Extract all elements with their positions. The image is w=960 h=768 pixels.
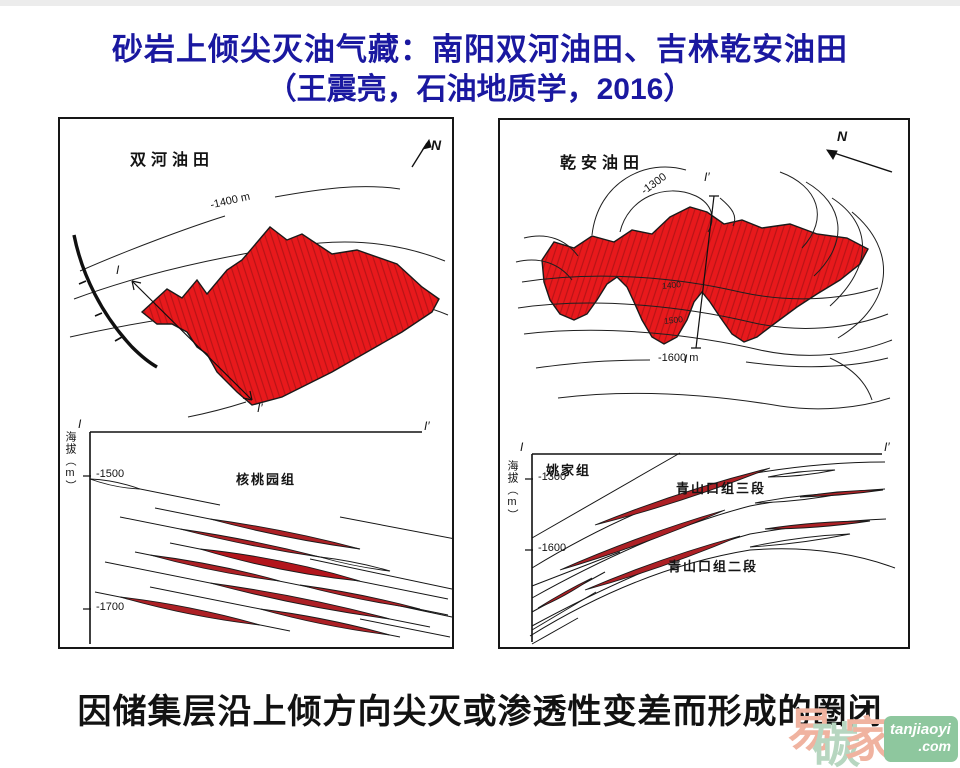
left-tick-1700: -1700: [96, 601, 125, 613]
shuanghe-map-panel: 双河油田 N -1400 m I I′ 海拔（m） I I′ -1500 -17…: [58, 117, 454, 649]
north-arrow: [411, 138, 432, 168]
right-tick-1300: -1300: [538, 471, 567, 483]
qianan-map-panel: 乾安油田 N -1300 I′ I 1400 1500 -1600 m 海拔（m…: [498, 118, 910, 649]
left-elevation-axis-label: 海拔（m）: [64, 431, 76, 492]
profile-sand-lenses: [89, 478, 421, 636]
fault-line: [72, 234, 158, 369]
slide-caption: 因储集层沿上倾方向尖灭或渗透性变差而形成的圈闭: [77, 694, 883, 731]
profile-frame: [525, 453, 882, 642]
section-line: [691, 195, 719, 349]
right-profile-end: I′: [884, 440, 890, 454]
left-profile-end: I′: [424, 419, 430, 433]
right-section-top: I′: [704, 170, 710, 184]
right-elevation-axis-label: 海拔（m）: [506, 460, 518, 521]
shuanghe-figure-art: [69, 138, 452, 644]
watermark-tld: .com: [918, 738, 951, 754]
slide-title-line2: （王震亮，石油地质学，2016）: [266, 73, 694, 106]
right-formation-yaojia: 姚家组: [546, 463, 592, 478]
watermark-char-tan: 碳: [812, 720, 861, 768]
profile-strata: [89, 478, 452, 638]
left-north-label: N: [431, 137, 442, 153]
north-arrow: [825, 149, 893, 173]
right-tick-1600: -1600: [538, 542, 567, 554]
oilfield-red-area: [140, 226, 440, 406]
watermark-char-yi: 易: [788, 704, 834, 756]
right-inner-contour-1400: 1400: [661, 279, 682, 291]
right-formation-qingshankou-3: 青山口组三段: [676, 481, 767, 496]
left-section-start: I: [116, 263, 120, 277]
left-profile-start: I: [78, 417, 82, 431]
left-tick-1500: -1500: [96, 468, 125, 480]
watermark: 易 碳 家 tanjiaoyi .com: [780, 700, 960, 768]
qianan-figure-art: [515, 149, 896, 645]
top-edge-strip: [0, 0, 960, 6]
right-contour-1600: -1600 m: [658, 352, 699, 364]
right-north-label: N: [837, 128, 848, 144]
right-section-bottom: I: [684, 352, 688, 366]
right-profile-start: I: [520, 440, 524, 454]
profile-frame: [83, 431, 422, 644]
left-section-end: I′: [257, 401, 263, 415]
left-field-name: 双河油田: [130, 152, 215, 169]
right-field-name: 乾安油田: [560, 155, 645, 172]
slide-title-line1: 砂岩上倾尖灭油气藏：南阳双河油田、吉林乾安油田: [112, 32, 848, 67]
right-formation-qingshankou-2: 青山口组二段: [668, 559, 759, 574]
right-inner-contour-1500: 1500: [663, 314, 684, 326]
left-formation-hetaoyuan: 核桃园组: [236, 472, 297, 487]
profile-sand-lenses: [537, 467, 884, 609]
section-line: [131, 280, 253, 401]
watermark-badge: tanjiaoyi .com: [884, 716, 958, 762]
watermark-site-name: tanjiaoyi: [890, 721, 951, 738]
